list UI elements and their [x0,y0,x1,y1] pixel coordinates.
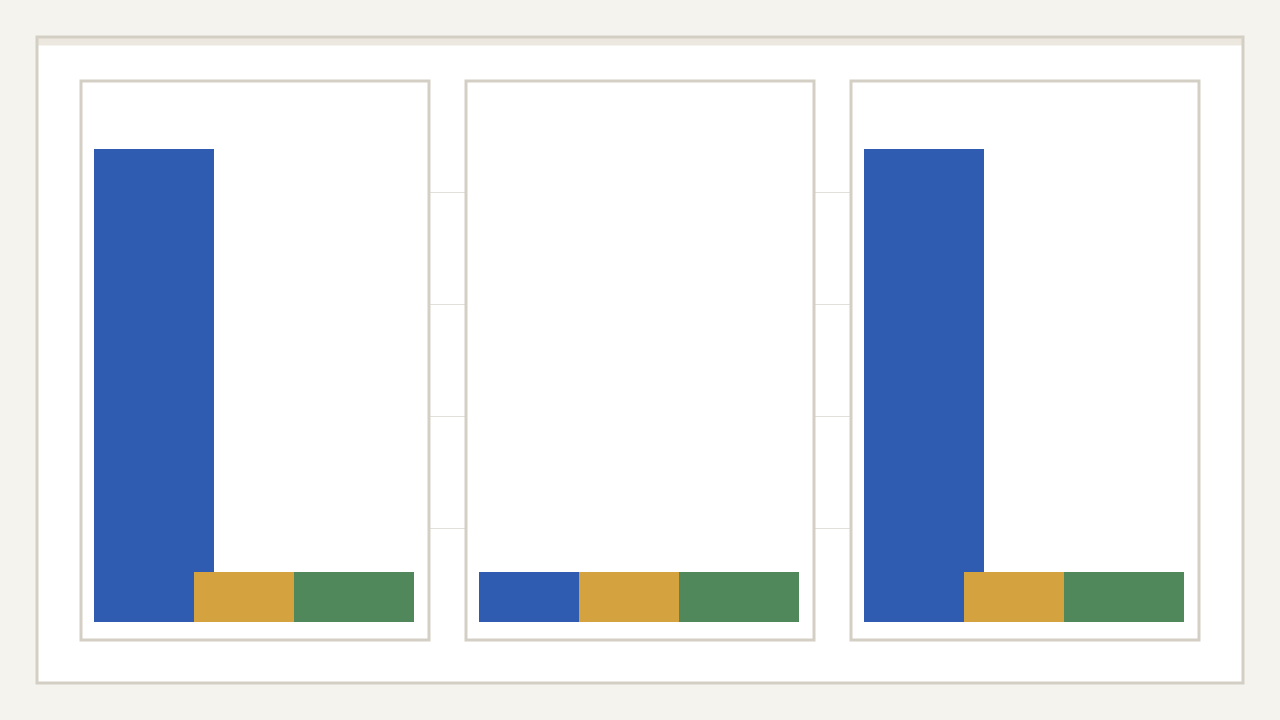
green-block [1064,572,1184,622]
panel [464,79,816,642]
panel [79,79,431,642]
green-block [679,572,799,622]
panel-frame [464,79,816,642]
orange-block [964,572,1064,622]
orange-block [194,572,294,622]
orange-block [579,572,679,622]
frame-top-strip [38,38,1242,46]
blue-block [479,572,579,622]
blue-block [864,149,984,622]
green-block [294,572,414,622]
panel [849,79,1201,642]
blue-block [94,149,214,622]
